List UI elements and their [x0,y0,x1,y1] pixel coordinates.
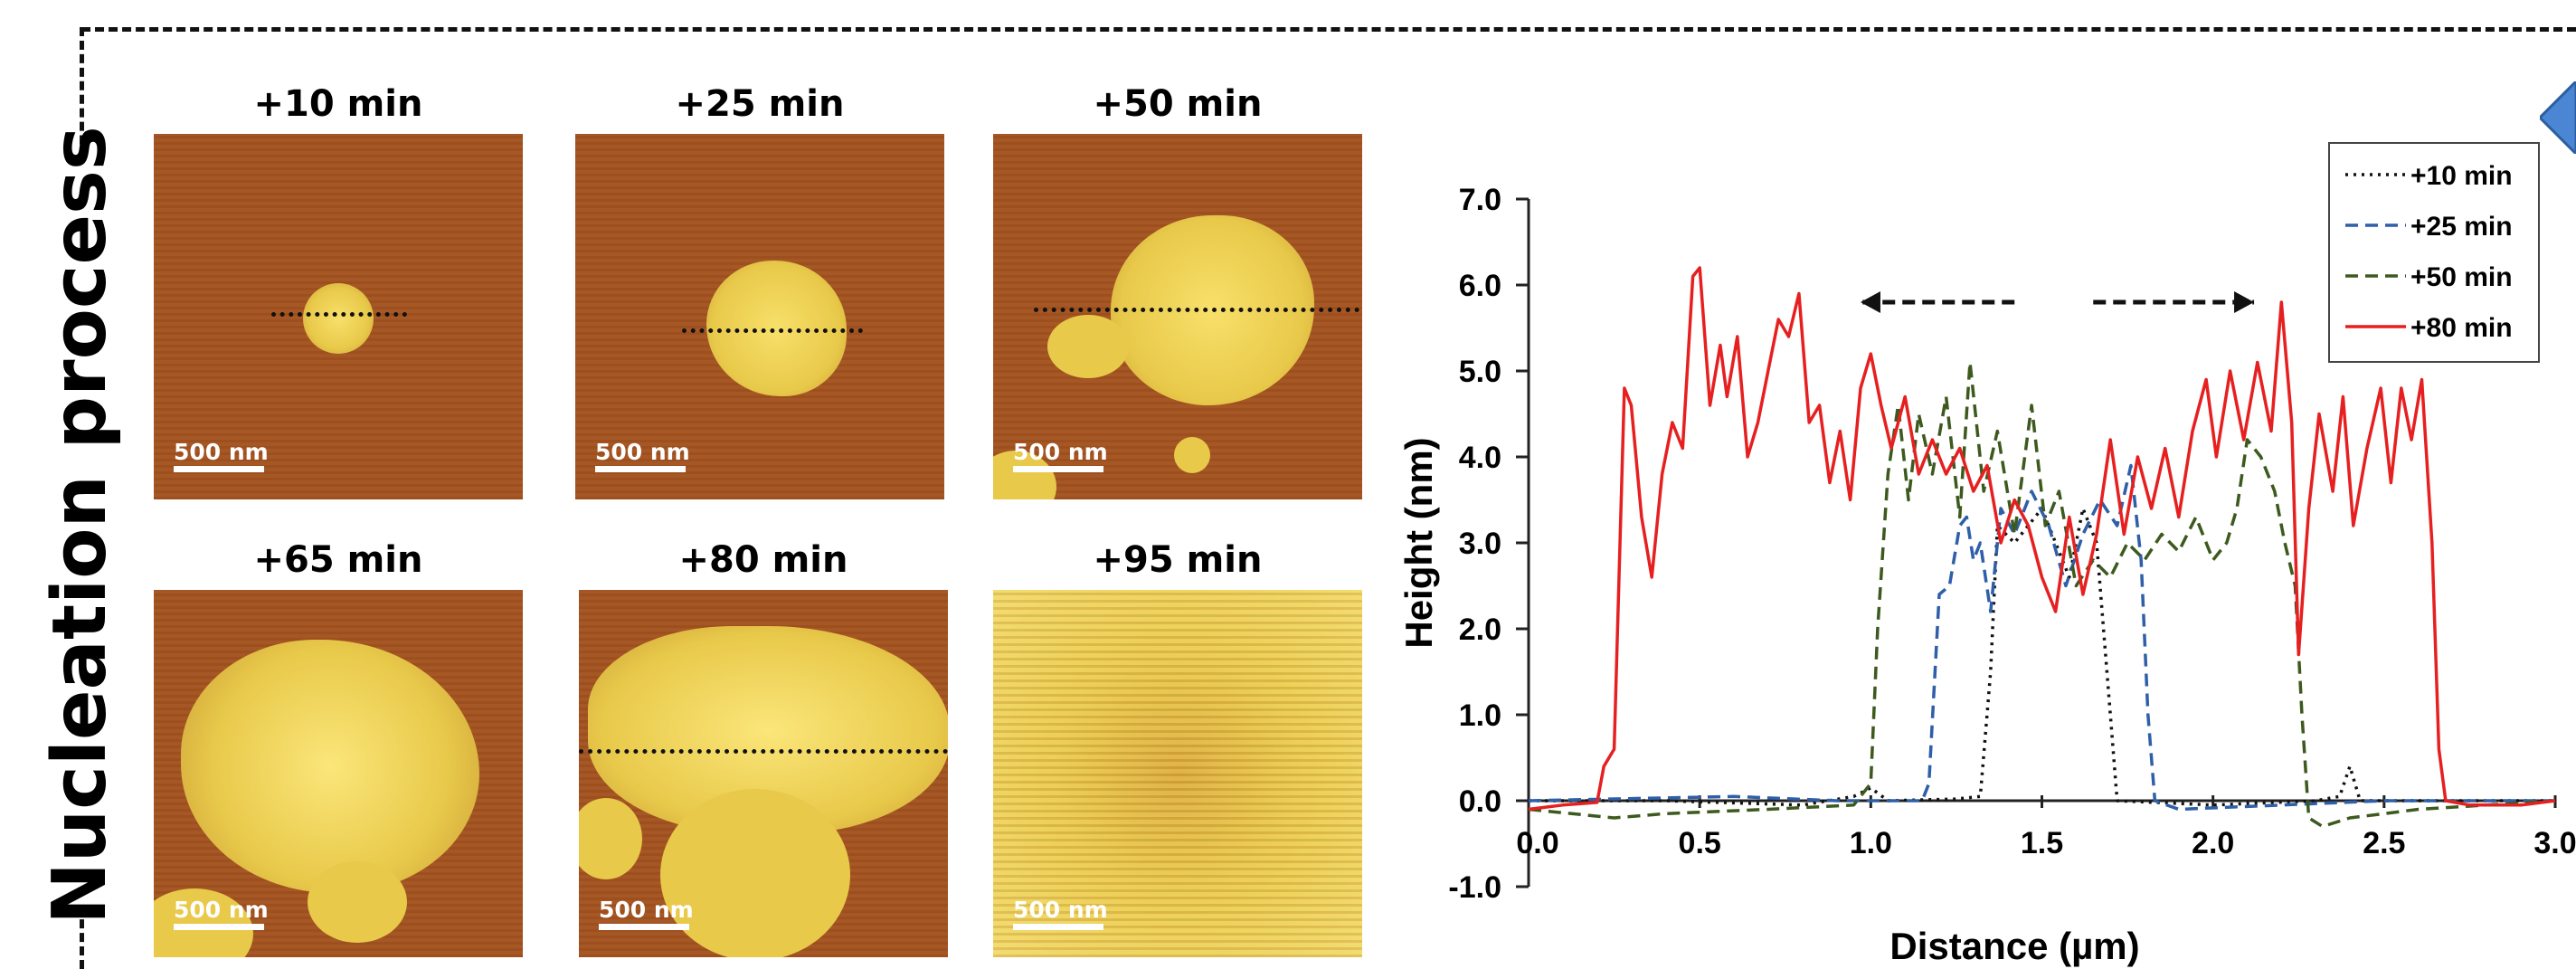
y-tick-label: -1.0 [1448,870,1501,905]
y-tick-label: 2.0 [1459,613,1501,647]
callout-arrow-icon [2540,81,2576,154]
panel-title: +25 min [675,83,845,125]
panel-title: +80 min [678,539,848,581]
legend-label: +50 min [2410,262,2513,292]
afm-image: 500 nm [993,134,1362,499]
scale-label: 500 nm [595,439,690,465]
x-tick-label: 0.0 [1516,826,1558,860]
legend-label: +10 min [2410,161,2513,191]
y-tick-label: 6.0 [1459,269,1501,303]
afm-image: 500 nm [154,134,523,499]
legend-label: +80 min [2410,313,2513,343]
scale-label: 500 nm [599,897,694,923]
y-tick-label: 4.0 [1459,441,1501,475]
y-tick-label: 3.0 [1459,527,1501,561]
profile-line [1034,308,1359,312]
y-tick-label: 1.0 [1459,698,1501,733]
panel-title: +10 min [253,83,423,125]
series-line-1 [1528,463,2555,812]
legend-label: +25 min [2410,212,2513,242]
y-tick-label: 7.0 [1459,183,1501,217]
side-title: Nucleation process [36,125,123,925]
dashed-frame-top [81,27,2576,32]
island-edge [579,798,642,879]
scale-bar [595,466,686,472]
y-axis-title: Height (nm) [1397,437,1440,648]
afm-image: 500 nm [993,590,1362,957]
afm-panel-25min: +25 min 500 nm [575,83,944,499]
scale-label: 500 nm [1013,897,1108,923]
afm-panel-10min: +10 min 500 nm [154,83,523,499]
scale-bar [174,924,264,930]
afm-panel-50min: +50 min 500 nm [993,83,1362,499]
height-profile-chart: -1.0 0.0 1.0 2.0 3.0 4.0 5.0 6.0 7.0 0.0 0.5 1.0 1.5… [1397,142,2576,967]
panel-title: +50 min [1093,83,1263,125]
scale-bar [1013,466,1103,472]
afm-panel-95min: +95 min 500 nm [993,539,1362,957]
side-title-container: Nucleation process [7,126,152,924]
scale-label: 500 nm [1013,439,1108,465]
scale-label: 500 nm [174,439,269,465]
island-lower [660,789,850,957]
x-tick-label: 0.5 [1679,826,1721,860]
series-line-3 [1528,266,2556,812]
profile-line [682,328,863,333]
x-tick-label: 2.5 [2363,826,2405,860]
y-tick-label: 0.0 [1459,784,1501,819]
x-tick-label: 3.0 [2533,826,2576,860]
scale-bar [1013,924,1103,930]
x-tick-label: 2.0 [2192,826,2234,860]
afm-image: 500 nm [575,134,944,499]
x-tick-label: 1.5 [2021,826,2063,860]
series-line-2 [1528,360,2556,829]
island [303,283,374,354]
x-axis-title: Distance (µm) [1889,925,2139,967]
arrow-left-annotation-head [1860,291,1880,313]
x-tick-label: 1.0 [1850,826,1892,860]
island-small [1174,437,1210,473]
island-small [308,861,407,943]
afm-panel-65min: +65 min 500 nm [154,539,523,957]
y-tick-label: 5.0 [1459,355,1501,389]
island [181,640,479,893]
panel-title: +95 min [1093,539,1263,581]
afm-panel-80min: +80 min 500 nm [579,539,948,957]
afm-image: 500 nm [154,590,523,957]
arrow-right-annotation-head [2234,291,2255,313]
profile-line [579,749,948,754]
scale-label: 500 nm [174,897,269,923]
profile-line [271,312,407,317]
panel-title: +65 min [253,539,423,581]
scale-bar [174,466,264,472]
island-small [1047,315,1129,378]
afm-image: 500 nm [579,590,948,957]
series-line-0 [1529,507,2555,807]
scale-bar [599,924,689,930]
